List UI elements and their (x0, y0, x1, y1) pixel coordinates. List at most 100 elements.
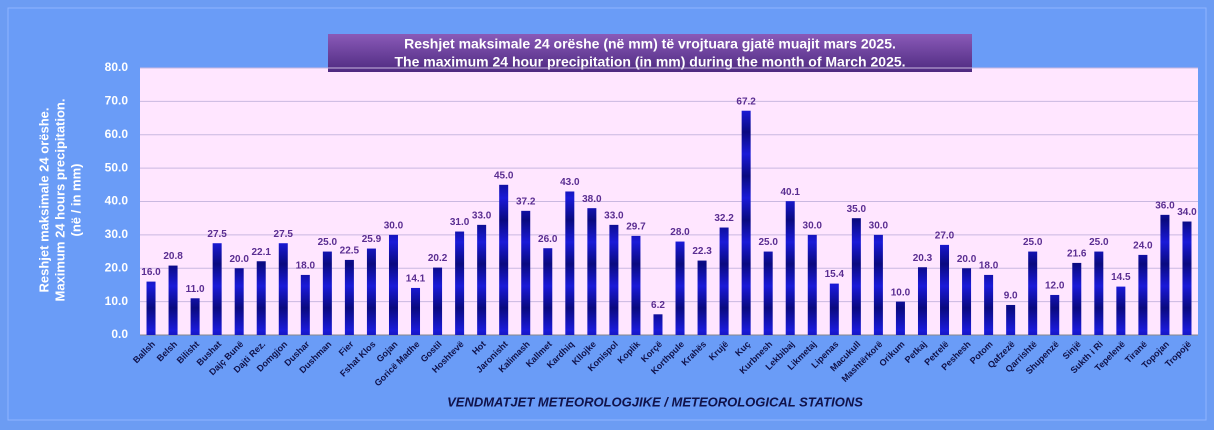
bar (873, 234, 883, 335)
bar (433, 267, 443, 335)
bar (763, 251, 773, 335)
value-label: 14.5 (1111, 272, 1131, 283)
bar (477, 224, 487, 335)
value-label: 18.0 (979, 261, 999, 272)
bar (741, 110, 751, 335)
value-label: 27.5 (274, 229, 294, 240)
value-label: 32.2 (714, 213, 734, 224)
y-tick-label: 0.0 (111, 327, 128, 341)
y-axis-label: Maximum 24 hours precipitation. (52, 99, 67, 302)
bar (455, 231, 465, 335)
y-tick-label: 70.0 (105, 94, 129, 108)
bar (631, 235, 641, 335)
value-label: 18.0 (296, 261, 316, 272)
bar (190, 298, 200, 335)
value-label: 21.6 (1067, 249, 1087, 260)
bar (1182, 221, 1192, 335)
y-tick-label: 80.0 (105, 60, 129, 74)
bar (256, 261, 266, 335)
value-label: 43.0 (560, 177, 580, 188)
bar (1138, 254, 1148, 335)
value-label: 22.5 (340, 246, 360, 257)
bar (1006, 304, 1016, 335)
bar (719, 227, 729, 335)
value-label: 9.0 (1004, 291, 1018, 302)
value-label: 33.0 (604, 211, 624, 222)
value-label: 20.2 (428, 253, 448, 264)
value-label: 16.0 (141, 267, 161, 278)
bar (499, 184, 509, 335)
bar (565, 191, 575, 335)
x-axis-label: VENDMATJET METEOROLOGJIKE / METEOROLOGIC… (447, 394, 863, 409)
bar (697, 260, 707, 335)
y-axis-label: Reshjet maksimale 24 orëshe. (36, 108, 51, 293)
y-axis-label: (në / in mm) (68, 164, 83, 237)
bar (366, 248, 376, 335)
y-tick-label: 20.0 (105, 260, 129, 274)
value-label: 29.7 (626, 222, 646, 233)
value-label: 30.0 (803, 221, 823, 232)
title-box (328, 34, 972, 72)
value-label: 45.0 (494, 170, 514, 181)
value-label: 34.0 (1177, 207, 1197, 218)
bar (388, 234, 398, 335)
value-label: 24.0 (1133, 241, 1153, 252)
value-label: 6.2 (651, 300, 665, 311)
value-label: 31.0 (450, 217, 470, 228)
bar (829, 283, 839, 335)
bar (1050, 294, 1060, 335)
y-tick-label: 50.0 (105, 160, 129, 174)
bar (344, 259, 354, 335)
value-label: 25.9 (362, 234, 382, 245)
bar (895, 301, 905, 335)
bar (940, 244, 950, 335)
bar (962, 268, 972, 335)
value-label: 12.0 (1045, 281, 1065, 292)
bar (785, 201, 795, 335)
value-label: 25.0 (758, 237, 778, 248)
value-label: 27.5 (207, 229, 227, 240)
bar (917, 267, 927, 335)
bar (278, 243, 288, 335)
value-label: 26.0 (538, 234, 558, 245)
value-label: 33.0 (472, 211, 492, 222)
y-tick-label: 30.0 (105, 227, 129, 241)
bar (521, 210, 531, 335)
chart-title: Reshjet maksimale 24 orëshe (në mm) të v… (404, 36, 896, 52)
bar (300, 274, 310, 335)
value-label: 30.0 (869, 221, 889, 232)
value-label: 10.0 (891, 287, 911, 298)
bar (851, 218, 861, 335)
value-label: 30.0 (384, 221, 404, 232)
bar (146, 281, 156, 335)
value-label: 28.0 (670, 227, 690, 238)
value-label: 15.4 (825, 269, 845, 280)
value-label: 11.0 (186, 284, 205, 295)
bar (807, 234, 817, 335)
bar (322, 251, 332, 335)
bar (411, 287, 421, 335)
value-label: 20.8 (163, 251, 183, 262)
bar (543, 248, 553, 335)
value-label: 20.0 (957, 254, 977, 265)
y-tick-label: 60.0 (105, 127, 129, 141)
bar (609, 224, 619, 335)
value-label: 14.1 (406, 274, 426, 285)
bar (234, 268, 244, 335)
bar (212, 243, 222, 335)
y-tick-label: 10.0 (105, 294, 129, 308)
value-label: 67.2 (736, 96, 756, 107)
bar (1116, 286, 1126, 335)
bar (587, 208, 597, 335)
value-label: 36.0 (1155, 200, 1175, 211)
bar (1094, 251, 1104, 335)
value-label: 22.3 (692, 246, 712, 257)
value-label: 25.0 (318, 237, 338, 248)
value-label: 38.0 (582, 194, 602, 205)
value-label: 20.0 (229, 254, 249, 265)
value-label: 25.0 (1089, 237, 1109, 248)
value-label: 37.2 (516, 196, 536, 207)
value-label: 35.0 (847, 204, 867, 215)
value-label: 20.3 (913, 253, 933, 264)
